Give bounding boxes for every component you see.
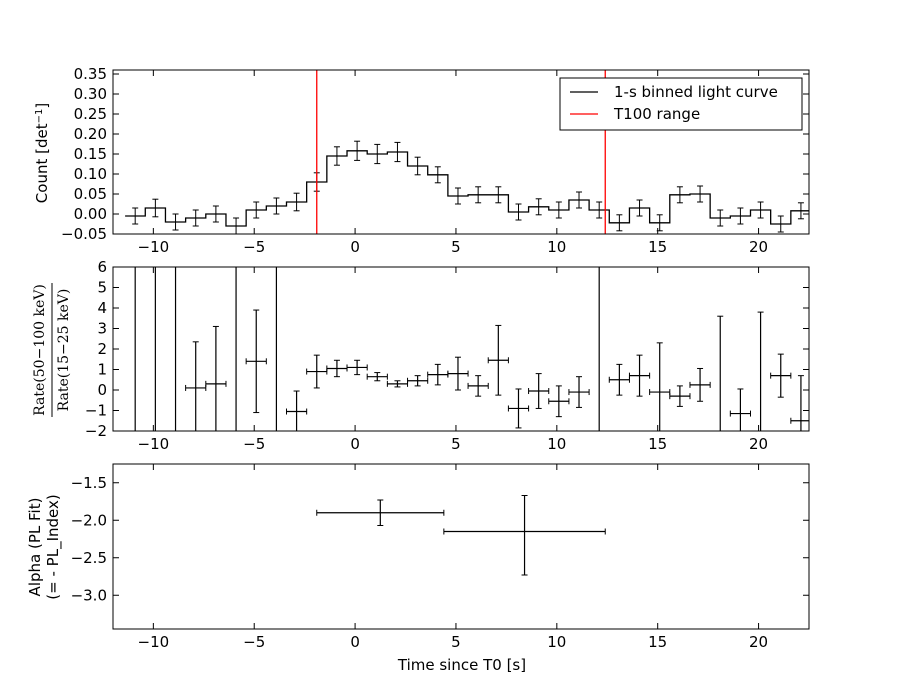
y-tick-label: −2.5 (71, 549, 107, 567)
plot-area (316, 495, 606, 576)
y-tick-label: 0.30 (74, 85, 107, 103)
y-tick-label: −2.0 (71, 511, 107, 529)
y-tick-label: 0.20 (74, 125, 107, 143)
y-tick-label: −3.0 (71, 586, 107, 604)
legend-box (559, 77, 803, 131)
legend: 1-s binned light curve T100 range (559, 77, 803, 131)
alpha-ylabel-line1: Alpha (PL Fit) (26, 498, 44, 597)
legend-label: T100 range (613, 105, 700, 123)
x-tick-label: 20 (749, 435, 768, 453)
y-tick-label: 0.05 (74, 185, 107, 203)
x-tick-label: 0 (350, 238, 360, 256)
x-tick-label: 10 (547, 238, 566, 256)
light-curve-ylabel: Count [det−1] (33, 103, 51, 203)
x-tick-label: 10 (547, 633, 566, 651)
y-tick-label: 0.35 (74, 65, 107, 83)
y-tick-label: 0.10 (74, 165, 107, 183)
axes-frame (112, 463, 810, 630)
x-tick-label: 20 (749, 633, 768, 651)
legend-label: 1-s binned light curve (614, 83, 778, 101)
x-tick-label: 20 (749, 238, 768, 256)
x-tick-label: 15 (648, 435, 667, 453)
x-tick-label: 0 (350, 435, 360, 453)
x-tick-label: 5 (451, 633, 461, 651)
y-tick-label: −2 (85, 422, 107, 440)
y-tick-label: 0.00 (74, 205, 107, 223)
x-tick-label: −10 (138, 238, 170, 256)
y-tick-label: 0.25 (74, 105, 107, 123)
x-tick-label: 0 (350, 633, 360, 651)
y-tick-label: −1.5 (71, 474, 107, 492)
plot-area (134, 267, 809, 431)
light-curve-step-line (125, 150, 809, 227)
y-tick-label: 0.15 (74, 145, 107, 163)
x-tick-label: 15 (648, 238, 667, 256)
y-tick-label: −0.05 (61, 225, 107, 243)
y-tick-label: 2 (97, 340, 107, 358)
x-tick-label: −10 (138, 435, 170, 453)
alpha-panel: −10 −5 0 5 10 15 20 −3.0 −2.5 −2.0 −1.5 (71, 463, 810, 651)
y-tick-label: 1 (97, 361, 107, 379)
ylabel-denominator: Rate(15−25 keV) (56, 289, 72, 412)
alpha-ylabel-line2: (= - PL_Index) (44, 494, 63, 599)
y-tick-label: 5 (97, 279, 107, 297)
x-tick-label: −5 (243, 435, 265, 453)
x-tick-label: −5 (243, 238, 265, 256)
x-tick-label: −10 (138, 633, 170, 651)
y-tick-label: 0 (97, 381, 107, 399)
x-tick-label: 10 (547, 435, 566, 453)
y-tick-label: −1 (85, 402, 107, 420)
hardness-ratio-ylabel: Rate(50−100 keV) Rate(15−25 keV) (32, 283, 72, 417)
axes-frame (112, 266, 810, 432)
ylabel-numerator: Rate(50−100 keV) (32, 284, 48, 416)
y-tick-label: 3 (97, 320, 107, 338)
axes-frame (112, 69, 810, 235)
y-tick-label: 6 (97, 258, 107, 276)
x-tick-label: 5 (451, 435, 461, 453)
light-curve-panel: −10 −5 0 5 10 15 20 −0.05 0.00 0.05 0.10 0.15 0.20 0.… (61, 65, 810, 256)
x-tick-label: −5 (243, 633, 265, 651)
x-tick-label: 5 (451, 238, 461, 256)
x-tick-label: 15 (648, 633, 667, 651)
x-axis-label: Time since T0 [s] (397, 656, 526, 674)
y-tick-label: 4 (97, 299, 107, 317)
